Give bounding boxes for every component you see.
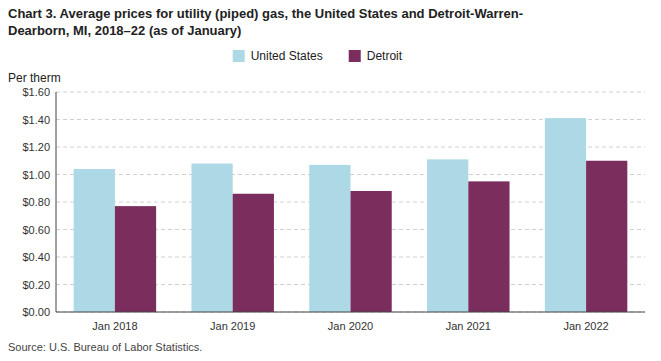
legend-swatch xyxy=(349,50,361,62)
y-tick-label: $0.60 xyxy=(22,224,50,236)
y-axis-label: Per therm xyxy=(8,71,61,85)
x-tick-label: Jan 2020 xyxy=(328,320,373,332)
bar xyxy=(545,118,586,312)
bar xyxy=(191,164,232,313)
y-tick-label: $1.00 xyxy=(22,169,50,181)
y-axis-line xyxy=(56,92,57,312)
bar xyxy=(115,206,156,312)
x-tick-label: Jan 2018 xyxy=(92,320,137,332)
y-tick-label: $0.40 xyxy=(22,251,50,263)
legend-label: United States xyxy=(251,49,323,63)
bar xyxy=(74,169,115,312)
chart: Chart 3. Average prices for utility (pip… xyxy=(0,0,661,361)
bar xyxy=(351,191,392,312)
y-tick-label: $0.80 xyxy=(22,196,50,208)
bar xyxy=(586,161,627,312)
y-tick-label: $0.00 xyxy=(22,306,50,318)
grid-line xyxy=(56,312,645,313)
legend: United States Detroit xyxy=(233,49,403,63)
legend-label: Detroit xyxy=(367,49,403,63)
y-tick-label: $0.20 xyxy=(22,279,50,291)
bars xyxy=(74,118,628,312)
y-tick-label: $1.60 xyxy=(22,86,50,98)
bar xyxy=(468,181,509,312)
bar xyxy=(233,194,274,312)
title: Chart 3. Average prices for utility (pip… xyxy=(8,6,523,21)
x-tick-label: Jan 2021 xyxy=(446,320,491,332)
x-tick-label: Jan 2022 xyxy=(563,320,608,332)
bar xyxy=(309,165,350,312)
x-tick-label: Jan 2019 xyxy=(210,320,255,332)
x-axis-line xyxy=(56,312,645,313)
y-tick-label: $1.20 xyxy=(22,141,50,153)
legend-swatch xyxy=(233,50,245,62)
source-note: Source: U.S. Bureau of Labor Statistics. xyxy=(8,341,202,353)
grid xyxy=(56,92,645,312)
y-tick-label: $1.40 xyxy=(22,114,50,126)
grid-line xyxy=(56,92,645,93)
bar xyxy=(427,159,468,312)
title: Dearborn, MI, 2018–22 (as of January) xyxy=(8,23,241,38)
